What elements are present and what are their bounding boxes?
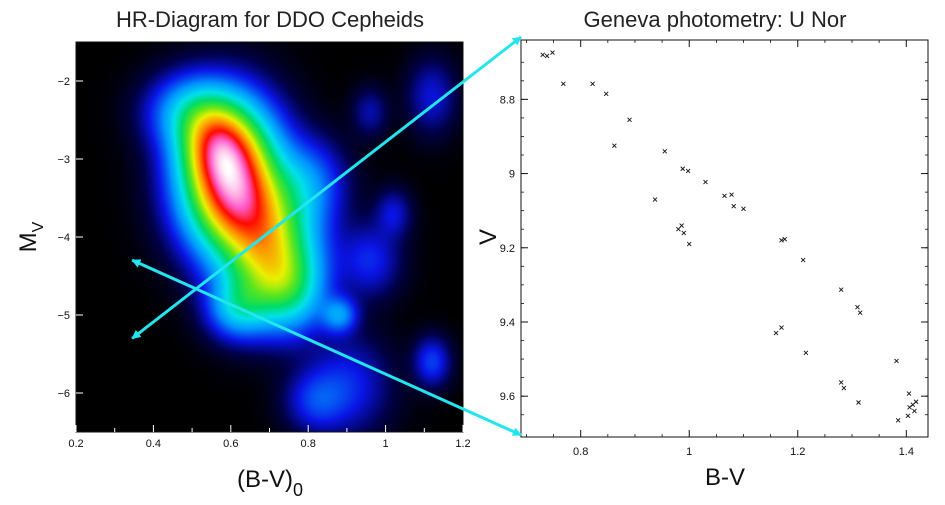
data-point xyxy=(906,391,912,396)
hr-y-tick-label: −4 xyxy=(57,232,70,244)
hr-x-axis-label-main: (B-V) xyxy=(237,466,293,493)
hr-x-axis-label: (B-V)0 xyxy=(237,466,303,500)
hr-x-tick-label: 1 xyxy=(383,438,389,450)
data-point xyxy=(703,179,708,185)
data-point xyxy=(652,197,658,202)
data-point xyxy=(722,193,727,199)
data-point xyxy=(782,236,788,242)
geneva-x-tick-label: 1.4 xyxy=(899,446,914,458)
data-point xyxy=(540,52,546,58)
hr-y-tick-label: −2 xyxy=(57,76,70,88)
hr-y-axis-label-subscript: V xyxy=(30,221,47,232)
hr-diagram-title: HR-Diagram for DDO Cepheids xyxy=(116,7,424,32)
data-point xyxy=(800,257,806,263)
data-point xyxy=(731,203,737,209)
data-point xyxy=(741,206,746,212)
geneva-x-axis: 0.8 1 1.2 1.4 xyxy=(526,40,914,458)
hr-y-tick-label: −5 xyxy=(57,310,70,322)
hr-x-axis-label-subscript: 0 xyxy=(293,480,303,500)
zoom-connectors xyxy=(131,35,522,437)
geneva-x-tick-label: 1.2 xyxy=(790,446,805,458)
hr-x-tick-label: 0.8 xyxy=(301,438,316,450)
data-point xyxy=(779,238,784,243)
data-point xyxy=(895,417,901,423)
data-point xyxy=(856,400,861,405)
data-point xyxy=(894,358,899,364)
lower-connector-arrow xyxy=(131,258,522,437)
data-point xyxy=(612,143,617,149)
data-point xyxy=(857,310,863,316)
hr-y-axis: −2 −3 −4 −5 −6 xyxy=(57,76,83,400)
geneva-plot-frame xyxy=(520,39,929,438)
hr-x-tick-label: 0.2 xyxy=(68,438,83,450)
hr-density-map xyxy=(76,42,463,432)
hr-x-tick-label: 1.2 xyxy=(455,438,470,450)
geneva-title: Geneva photometry: U Nor xyxy=(584,7,847,32)
data-point xyxy=(627,117,632,123)
data-point xyxy=(681,230,687,236)
geneva-y-tick-label: 9.6 xyxy=(500,391,515,403)
data-point xyxy=(841,385,847,391)
data-point xyxy=(838,380,844,385)
geneva-y-tick-label: 8.8 xyxy=(500,94,515,106)
data-point xyxy=(679,223,684,228)
data-point xyxy=(773,330,779,336)
data-point xyxy=(590,81,595,87)
data-point xyxy=(561,81,566,87)
geneva-x-axis-label: B-V xyxy=(705,464,745,491)
data-point xyxy=(905,413,911,419)
data-point xyxy=(779,325,784,330)
data-point xyxy=(603,91,609,97)
hr-density-map-holder xyxy=(76,42,463,432)
data-point xyxy=(676,226,681,232)
data-point xyxy=(907,404,912,410)
data-point xyxy=(913,399,919,405)
data-point xyxy=(544,53,550,59)
data-point xyxy=(855,304,860,310)
hr-x-tick-label: 0.6 xyxy=(223,438,238,450)
hr-y-axis-label-main: M xyxy=(15,232,42,252)
geneva-y-tick-label: 9 xyxy=(509,169,515,181)
data-point xyxy=(803,350,809,356)
data-point xyxy=(729,192,734,198)
hr-y-tick-label: −3 xyxy=(57,154,70,166)
data-point xyxy=(550,50,555,55)
data-point xyxy=(686,241,692,247)
hr-y-tick-label: −6 xyxy=(57,388,70,400)
data-point xyxy=(838,287,844,293)
geneva-y-tick-label: 9.4 xyxy=(500,317,515,329)
geneva-x-tick-label: 0.8 xyxy=(573,446,588,458)
geneva-points xyxy=(540,50,919,423)
geneva-x-tick-label: 1 xyxy=(686,446,692,458)
hr-x-tick-label: 0.4 xyxy=(146,438,161,450)
hr-y-axis-label: MV xyxy=(15,221,47,252)
data-point xyxy=(662,148,668,154)
data-point xyxy=(685,168,691,174)
geneva-panel: Geneva photometry: U Nor 0.8 1 1.2 1.4 8.8 9… xyxy=(475,7,929,491)
data-point xyxy=(912,408,917,414)
geneva-y-axis-label: V xyxy=(475,229,502,245)
data-point xyxy=(680,166,686,172)
